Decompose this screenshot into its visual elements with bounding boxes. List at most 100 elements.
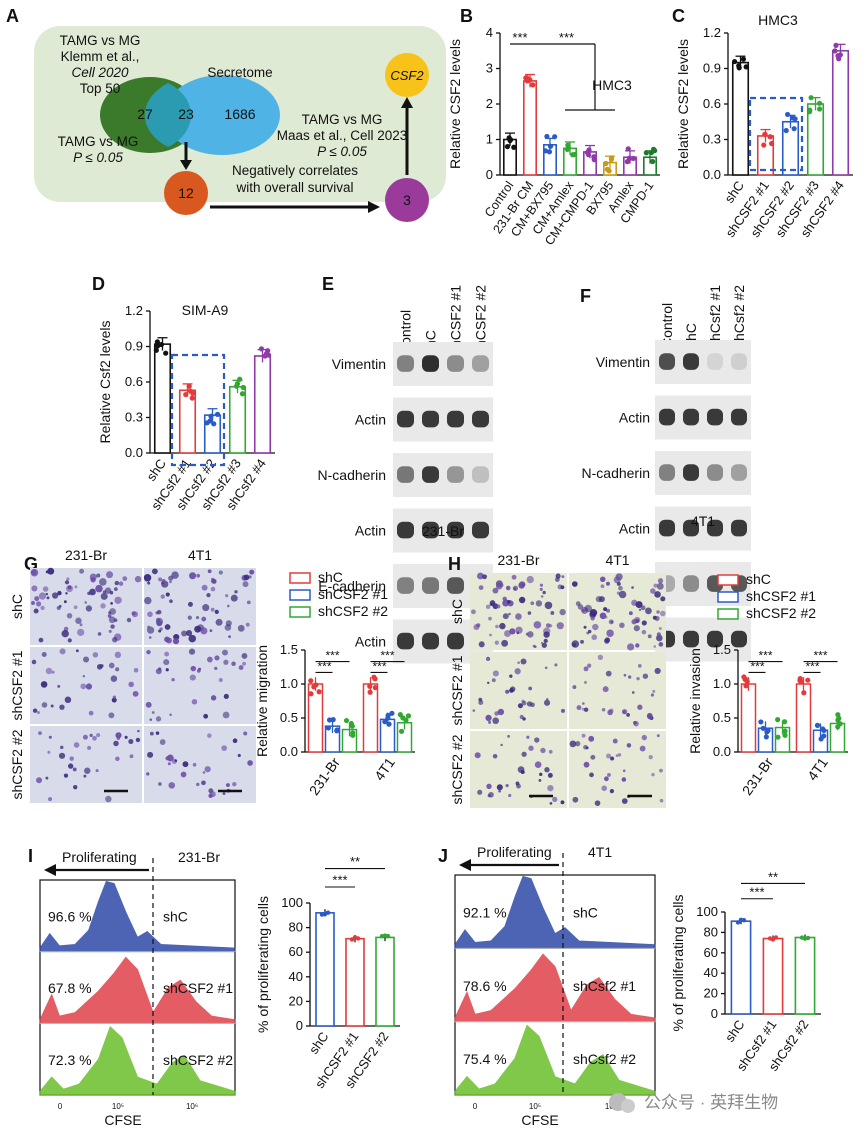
legend-label: shCSF2 #1	[746, 588, 816, 604]
cell-stain	[36, 777, 43, 784]
data-point	[835, 717, 841, 723]
cell-stain	[659, 610, 666, 617]
cell-stain	[518, 582, 525, 589]
data-point	[154, 339, 160, 345]
cell-stain	[148, 636, 152, 639]
cell-stain	[115, 667, 120, 672]
cell-stain	[609, 789, 615, 794]
cell-stain	[228, 635, 232, 639]
cell-stain	[174, 759, 178, 762]
cell-stain	[225, 783, 230, 788]
blot-row-label: Actin	[355, 412, 386, 428]
percent-label: 75.4 %	[463, 1051, 507, 1067]
cell-stain	[74, 585, 78, 589]
data-point	[325, 910, 331, 915]
cell-stain	[196, 668, 201, 673]
cell-stain	[237, 753, 241, 758]
cell-stain	[617, 753, 622, 757]
cell-stain	[97, 632, 102, 636]
bar	[153, 343, 172, 454]
cell-stain	[539, 587, 543, 591]
cell-stain	[210, 579, 215, 583]
data-point	[801, 690, 807, 696]
y-tick-label: 0.5	[713, 710, 731, 725]
y-tick-label: 0.0	[703, 167, 721, 182]
cell-stain	[659, 798, 664, 803]
cell-line-label: 4T1	[691, 513, 715, 529]
cell-stain	[223, 659, 229, 665]
data-point	[158, 341, 165, 348]
cell-stain	[583, 761, 590, 768]
cell-stain	[516, 631, 520, 635]
legend-label: shCSF2 #1	[318, 586, 388, 602]
cell-stain	[92, 735, 97, 741]
bar	[345, 937, 365, 1027]
data-point	[797, 676, 803, 682]
cell-stain	[115, 756, 120, 762]
cell-stain	[110, 624, 115, 629]
data-point	[835, 724, 841, 730]
cell-stain	[626, 713, 630, 717]
cell-stain	[492, 587, 499, 594]
cell-stain	[100, 603, 106, 609]
cell-stain	[601, 708, 606, 712]
watermark-text: 公众号 · 英拜生物	[644, 1093, 778, 1112]
cell-stain	[582, 702, 585, 705]
data-point	[386, 721, 392, 727]
data-point	[506, 135, 512, 141]
y-tick-label: 3	[486, 61, 493, 76]
cell-stain	[535, 600, 543, 607]
blot-row-label: E-cadherin	[318, 578, 386, 594]
cell-stain	[82, 675, 86, 678]
blot-row-label: Actin	[355, 634, 386, 650]
blot-row-label: N-cadherin	[318, 467, 386, 483]
cell-stain	[616, 581, 621, 586]
cell-stain	[552, 796, 558, 802]
neg-correlate-line2: with overall survival	[235, 180, 353, 195]
cell-stain	[147, 751, 154, 758]
cell-line-label: 231-Br	[178, 849, 220, 865]
cell-stain	[45, 592, 49, 596]
cell-stain	[163, 659, 170, 666]
cell-stain	[621, 798, 628, 804]
data-point	[791, 126, 797, 132]
cell-stain	[618, 585, 623, 591]
cell-stain	[492, 670, 499, 677]
x-tick-label: 10⁶	[186, 1102, 198, 1111]
cell-stain	[41, 651, 47, 658]
data-point	[542, 148, 549, 154]
cell-stain	[165, 668, 169, 672]
blot-band	[447, 632, 464, 650]
y-axis-label: Relative CSF2 levels	[447, 39, 463, 169]
cell-stain	[132, 690, 139, 697]
blot-band	[422, 410, 439, 428]
cell-stain	[478, 641, 485, 648]
cell-stain	[526, 735, 530, 739]
cell-stain	[31, 659, 37, 665]
data-point	[731, 58, 738, 65]
data-point	[546, 149, 553, 155]
cell-stain	[652, 689, 656, 693]
cell-stain	[637, 664, 642, 668]
cell-stain	[45, 667, 53, 675]
cell-stain	[595, 595, 603, 603]
y-tick-label: 20	[289, 993, 303, 1008]
blot-band	[447, 410, 464, 428]
cell-stain	[58, 752, 66, 759]
column-label: 231-Br	[497, 552, 539, 568]
cell-stain	[223, 693, 229, 700]
cell-stain	[95, 584, 103, 593]
cell-stain	[50, 704, 54, 708]
blot-band	[683, 575, 699, 592]
cell-stain	[182, 761, 189, 768]
cell-stain	[528, 745, 534, 751]
sig-label: ***	[813, 649, 827, 663]
cell-stain	[210, 586, 216, 592]
data-point	[643, 150, 649, 156]
blot-row-label: Vimentin	[596, 354, 650, 370]
cell-stain	[114, 580, 120, 586]
data-point	[586, 147, 592, 153]
cell-stain	[527, 611, 532, 615]
venn-count-left: 27	[137, 106, 153, 122]
